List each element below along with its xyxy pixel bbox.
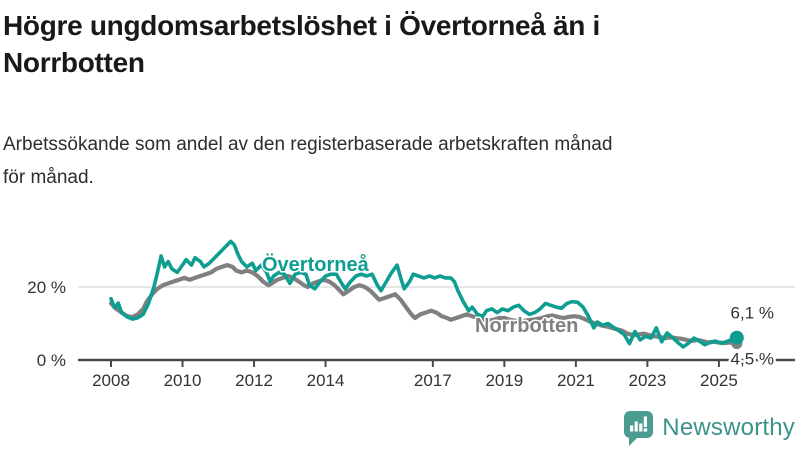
newsworthy-logo-text: Newsworthy <box>662 414 795 441</box>
y-axis-label-0: 0 % <box>37 351 66 370</box>
logo-bubble-shape <box>624 411 654 446</box>
page-title-line2: Norrbotten <box>3 47 145 78</box>
x-axis-label-2017: 2017 <box>414 371 452 390</box>
x-axis-label-2012: 2012 <box>235 371 273 390</box>
page-title: Högre ungdomsarbetslöshet i Övertorneå ä… <box>3 7 783 81</box>
logo-bar-2 <box>634 421 639 432</box>
chart-subtitle-line2: för månad. <box>3 167 94 188</box>
series-label-övertorneå: Övertorneå <box>262 253 370 276</box>
series-line-övertorneå <box>109 239 739 349</box>
x-axis-label-2025: 2025 <box>700 371 738 390</box>
x-axis-label-2019: 2019 <box>485 371 523 390</box>
chart-subtitle: Arbetssökande som andel av den registerb… <box>3 128 783 194</box>
series-line-norrbotten <box>108 262 739 346</box>
x-axis-label-2014: 2014 <box>307 371 345 390</box>
newsworthy-logo: Newsworthy <box>623 410 795 446</box>
x-axis-label-2008: 2008 <box>92 371 130 390</box>
chart-subtitle-line1: Arbetssökande som andel av den registerb… <box>3 134 613 155</box>
x-axis-label-2010: 2010 <box>164 371 202 390</box>
page-title-line1: Högre ungdomsarbetslöshet i Övertorneå ä… <box>3 10 601 41</box>
logo-bar-1 <box>630 425 634 432</box>
logo-bar-3 <box>639 423 643 432</box>
logo-exclamation-dot <box>643 428 648 432</box>
bar-chart-speech-bubble-icon <box>624 411 654 446</box>
line-chart: 0 % 20 % 2008 2010 2012 2014 2017 2019 2021 2023 2… <box>0 225 800 400</box>
x-axis-label-2021: 2021 <box>557 371 595 390</box>
logo-exclamation-bar <box>644 416 648 427</box>
end-dot-övertorneå <box>729 330 744 345</box>
end-value-label-norrbotten: 4,5 % <box>731 350 774 369</box>
y-axis-label-20: 20 % <box>27 278 66 297</box>
series-label-norrbotten: Norrbotten <box>475 315 578 337</box>
chart-svg: 0 % 20 % 2008 2010 2012 2014 2017 2019 2021 2023 2… <box>27 239 795 390</box>
x-axis-label-2023: 2023 <box>628 371 666 390</box>
end-value-label-övertorneå: 6,1 % <box>731 304 774 323</box>
